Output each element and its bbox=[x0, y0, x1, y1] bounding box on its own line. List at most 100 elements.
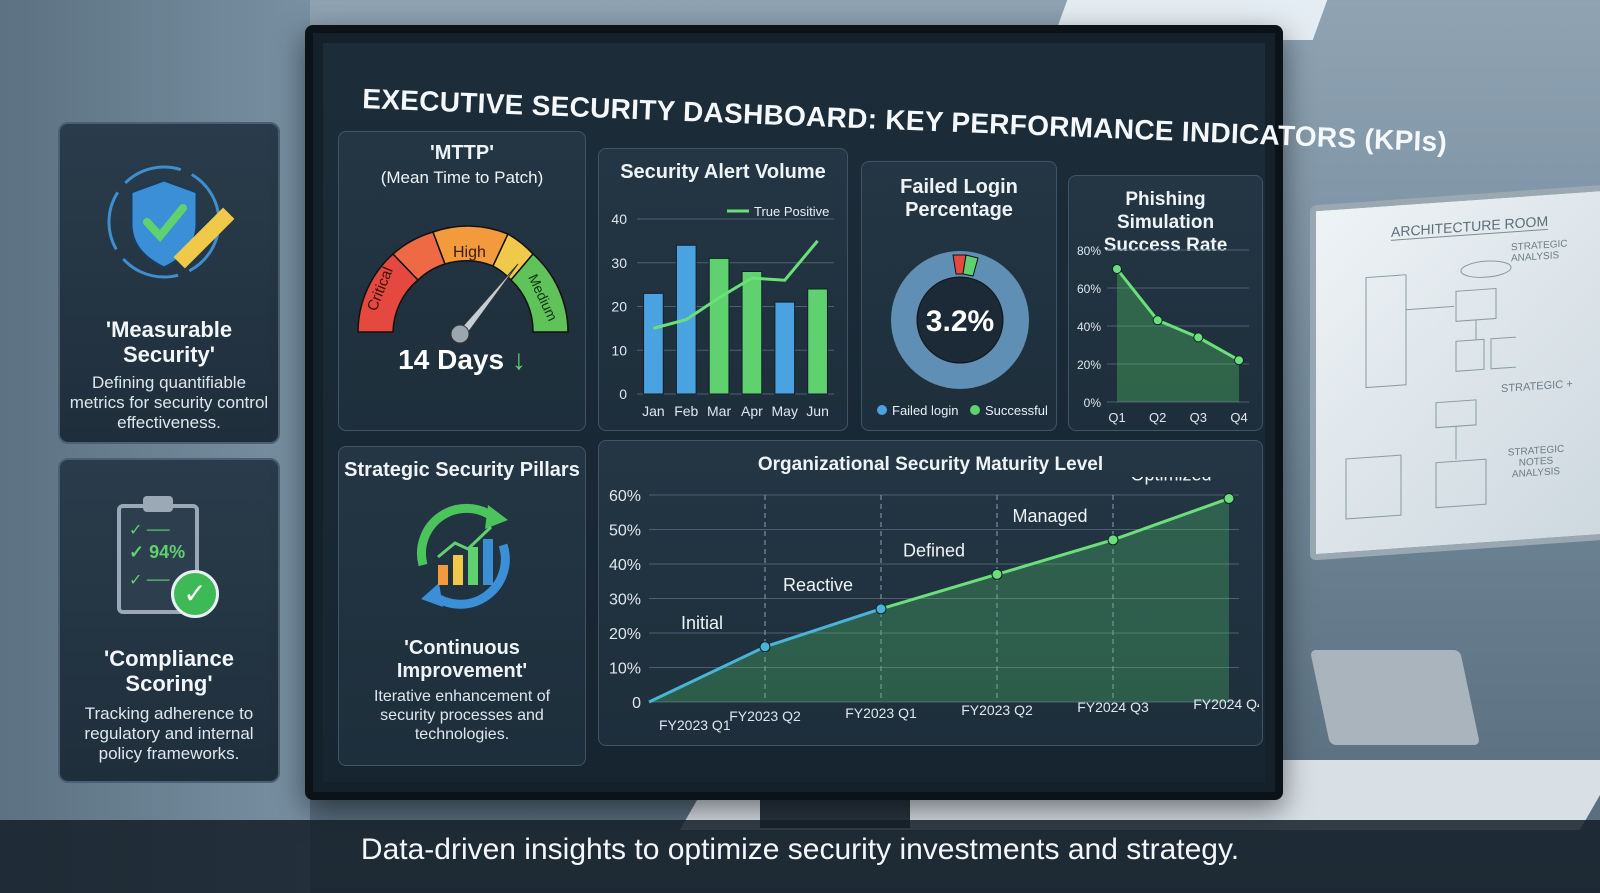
y-tick-label: 20% bbox=[1077, 358, 1101, 372]
shield-check-ruler-icon bbox=[107, 165, 235, 279]
legend-failed-login: Failed login bbox=[892, 403, 959, 418]
whiteboard-title: ARCHITECTURE ROOM bbox=[1391, 212, 1549, 241]
mttp-value: 14 Days bbox=[398, 344, 505, 375]
phishing-chart: 0% 20% 40% 60% 80% Q1 Q2 Q3 Q4 bbox=[1077, 244, 1249, 425]
stage-label: Initial bbox=[681, 613, 723, 633]
compliance-scoring-card: ✓ 94% ✓ ── ✓ ── ✓ 'Compliance Scoring' T… bbox=[58, 458, 280, 783]
x-tick-label: Jan bbox=[642, 403, 665, 419]
data-point bbox=[1112, 264, 1122, 274]
monitor: EXECUTIVE SECURITY DASHBOARD: KEY PERFOR… bbox=[305, 25, 1448, 800]
measurable-security-card: 'Measurable Security' Defining quantifia… bbox=[58, 122, 280, 444]
data-point bbox=[991, 568, 1003, 580]
maturity-line-segment bbox=[1112, 497, 1230, 542]
x-tick-label: Feb bbox=[674, 403, 698, 419]
maturity-line-segment bbox=[880, 572, 998, 611]
stage-label: Managed bbox=[1012, 506, 1087, 526]
whiteboard: ARCHITECTURE ROOM STRATEGIC ANALYSIS STR… bbox=[1310, 184, 1600, 561]
alert-volume-panel: Security Alert Volume 0 10 20 30 40 Jan Feb Mar… bbox=[598, 148, 848, 431]
y-tick-label: 60% bbox=[609, 488, 641, 505]
phishing-area bbox=[1117, 269, 1239, 402]
y-tick-label: 0 bbox=[619, 386, 627, 402]
y-tick-label: 80% bbox=[1077, 244, 1101, 258]
bar-mar bbox=[708, 257, 730, 395]
card-text: Defining quantifiable metrics for securi… bbox=[69, 373, 269, 432]
phishing-line bbox=[1115, 268, 1240, 362]
mttp-gauge: Critical High Medium bbox=[357, 225, 569, 344]
stage-label: Optimized bbox=[1130, 477, 1211, 484]
y-tick-label: 0 bbox=[632, 695, 641, 712]
data-point bbox=[1107, 534, 1119, 546]
y-tick-label: 50% bbox=[609, 523, 641, 540]
data-point bbox=[1193, 332, 1204, 343]
y-tick-label: 30 bbox=[611, 255, 627, 271]
phishing-panel: Phishing Simulation Success Rate 0% 20% 40… bbox=[1068, 175, 1263, 431]
card-title: 'Compliance Scoring' bbox=[104, 646, 234, 696]
true-positive-line bbox=[653, 239, 819, 330]
y-tick-label: 60% bbox=[1077, 282, 1101, 296]
maturity-line-segment bbox=[764, 607, 882, 649]
x-tick-label: Q1 bbox=[1108, 410, 1125, 425]
mttp-subtitle: (Mean Time to Patch) bbox=[380, 168, 544, 187]
x-tick-label: Apr bbox=[741, 403, 763, 419]
caption: Data-driven insights to optimize securit… bbox=[0, 820, 1600, 893]
pillars-title: Strategic Security Pillars bbox=[344, 459, 580, 481]
pillars-heading: 'Continuous Improvement' bbox=[396, 637, 528, 682]
whiteboard-note: STRATEGIC ANALYSIS bbox=[1511, 238, 1568, 265]
x-tick-label: FY2023 Q2 bbox=[961, 702, 1033, 718]
y-tick-label: 40% bbox=[609, 557, 641, 574]
phishing-title: Phishing Simulation Success Rate bbox=[1103, 189, 1228, 256]
x-tick-label: Jun bbox=[806, 403, 829, 419]
pillars-text: Iterative enhancement of security proces… bbox=[373, 688, 551, 743]
x-tick-label: May bbox=[772, 403, 798, 419]
cycle-growth-chart-icon bbox=[416, 503, 510, 609]
x-tick-label: Mar bbox=[707, 403, 731, 419]
x-tick-label: FY2023 Q1 bbox=[845, 705, 917, 721]
failed-login-title: Failed Login Percentage bbox=[900, 176, 1018, 221]
dashboard-screen: EXECUTIVE SECURITY DASHBOARD: KEY PERFOR… bbox=[323, 43, 1448, 782]
whiteboard-diagram bbox=[1345, 260, 1516, 520]
x-tick-label: FY2024 Q4 bbox=[1193, 696, 1259, 712]
x-tick-label: FY2023 Q2 bbox=[729, 708, 801, 724]
legend-successful: Successful bbox=[985, 403, 1048, 418]
y-tick-label: 10 bbox=[611, 342, 627, 358]
x-tick-label: FY2024 Q3 bbox=[1077, 699, 1149, 715]
x-tick-label: Q4 bbox=[1230, 410, 1247, 425]
maturity-line-segment bbox=[648, 645, 766, 704]
y-tick-label: 20% bbox=[609, 626, 641, 643]
mttp-value-row: 14 Days ↓ bbox=[339, 344, 585, 376]
mttp-panel: 'MTTP' (Mean Time to Patch) Critical Hig… bbox=[338, 131, 586, 431]
x-tick-label: Q2 bbox=[1149, 410, 1166, 425]
mttp-title: 'MTTP' bbox=[430, 142, 494, 164]
clipboard-check-icon: ✓ 94% ✓ ── ✓ ── ✓ bbox=[109, 492, 229, 632]
donut-center-label: 3.2% bbox=[926, 305, 994, 338]
data-point bbox=[1223, 492, 1235, 504]
x-tick-label: FY2023 Q1 bbox=[659, 717, 731, 733]
y-tick-label: 30% bbox=[609, 592, 641, 609]
bar-jan bbox=[643, 292, 664, 395]
maturity-title: Organizational Security Maturity Level bbox=[757, 454, 1104, 475]
bar-apr bbox=[741, 271, 763, 395]
laptop bbox=[1309, 650, 1481, 745]
y-tick-label: 0% bbox=[1084, 396, 1102, 410]
stage-label: Defined bbox=[903, 540, 965, 560]
data-point bbox=[1152, 315, 1163, 326]
compliance-badge: 94% bbox=[149, 542, 186, 562]
pillars-panel: Strategic Security Pillars 'Continuous I… bbox=[338, 446, 586, 766]
y-tick-label: 40 bbox=[611, 211, 627, 227]
y-tick-label: 40% bbox=[1077, 320, 1101, 334]
y-tick-label: 10% bbox=[609, 661, 641, 678]
failed-login-panel: Failed Login Percentage 3.2% Failed logi… bbox=[861, 161, 1057, 431]
maturity-line-segment bbox=[996, 538, 1114, 576]
card-text: Tracking adherence to regulatory and int… bbox=[84, 704, 254, 763]
legend-true-positive: True Positive bbox=[754, 204, 829, 219]
data-point bbox=[759, 641, 771, 653]
data-point bbox=[875, 603, 887, 615]
arrow-down-icon: ↓ bbox=[511, 344, 526, 375]
bar-may bbox=[774, 301, 796, 395]
alert-volume-chart: 0 10 20 30 40 Jan Feb Mar Apr May Jun True Positive bbox=[611, 204, 834, 419]
gauge-label-high: High bbox=[453, 244, 486, 261]
alert-volume-title: Security Alert Volume bbox=[620, 161, 826, 183]
data-point bbox=[1234, 355, 1244, 366]
maturity-panel: Organizational Security Maturity Level 0… bbox=[598, 440, 1263, 746]
